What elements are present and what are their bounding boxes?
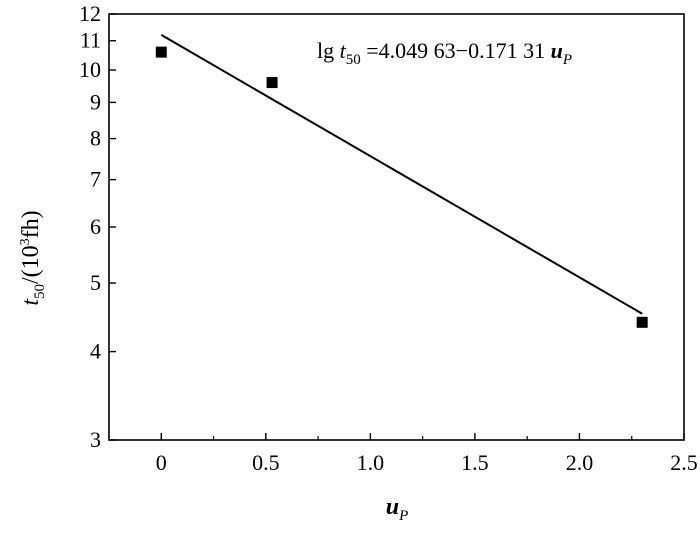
y-tick-label: 5 — [90, 270, 101, 295]
x-tick-label: 1.0 — [357, 450, 385, 475]
fit-line — [160, 34, 643, 315]
plot-frame — [108, 13, 685, 441]
data-points — [155, 46, 648, 328]
fit-line-group — [160, 34, 643, 315]
y-tick-label: 9 — [90, 89, 101, 114]
y-tick-label: 3 — [90, 427, 101, 452]
x-axis-ticks: 0 0.5 1.0 1.5 2.0 2.5 — [108, 433, 698, 475]
y-tick-label: 11 — [80, 28, 101, 53]
x-tick-label: 2.5 — [670, 450, 698, 475]
y-tick-label: 6 — [90, 214, 101, 239]
fit-equation: lg t50 =4.049 63−0.171 31 uP — [317, 38, 572, 68]
x-tick-label: 0 — [156, 450, 167, 475]
data-point-marker — [155, 46, 167, 58]
y-tick-label: 4 — [90, 339, 101, 364]
x-tick-label: 1.5 — [461, 450, 489, 475]
data-point-marker — [266, 77, 278, 89]
data-point-marker — [636, 316, 648, 328]
y-tick-label: 7 — [90, 167, 101, 192]
y-axis-title: t50/(103fh) — [18, 210, 48, 305]
y-tick-label: 12 — [79, 1, 101, 26]
y-tick-label: 8 — [90, 126, 101, 151]
y-tick-label: 10 — [79, 57, 101, 82]
x-axis-title: uP — [386, 494, 409, 524]
x-tick-label: 2.0 — [566, 450, 594, 475]
x-tick-label: 0.5 — [252, 450, 280, 475]
